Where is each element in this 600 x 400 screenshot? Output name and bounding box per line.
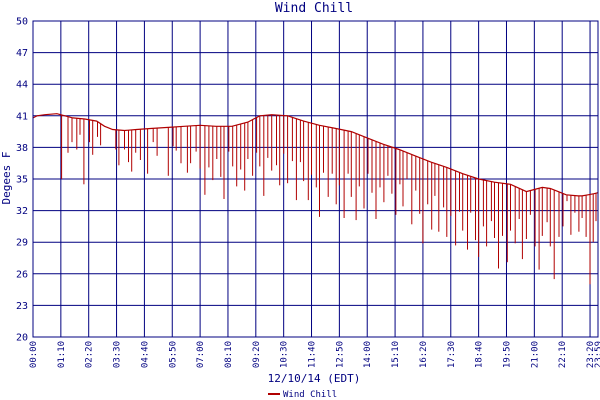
- x-tick-label: 23:20: [586, 341, 596, 368]
- legend-label: Wind Chill: [283, 390, 337, 400]
- x-tick-label: 08:10: [224, 341, 234, 368]
- y-tick-label: 38: [16, 143, 28, 154]
- x-tick-label: 12:50: [335, 341, 345, 368]
- x-tick-label: 01:10: [57, 341, 67, 368]
- x-tick-label: 19:50: [502, 341, 512, 368]
- y-tick-label: 29: [16, 238, 28, 249]
- x-tick-label: 10:30: [280, 341, 290, 368]
- x-tick-label: 00:00: [29, 341, 39, 368]
- y-tick-label: 44: [16, 80, 28, 91]
- grid: [32, 20, 599, 338]
- y-tick-label: 23: [16, 301, 28, 312]
- x-tick-label: 23:59: [594, 341, 600, 368]
- y-tick-label: 32: [16, 206, 28, 217]
- x-tick-label: 17:30: [447, 341, 457, 368]
- x-tick-label: 04:40: [140, 341, 150, 368]
- x-tick-label: 11:40: [308, 341, 318, 368]
- y-tick-label: 35: [16, 175, 28, 186]
- x-tick-label: 07:00: [196, 341, 206, 368]
- x-tick-label: 15:10: [391, 341, 401, 368]
- x-tick-label: 14:00: [363, 341, 373, 368]
- x-tick-label: 22:10: [558, 341, 568, 368]
- x-tick-label: 05:50: [168, 341, 178, 368]
- series-line: [32, 113, 599, 197]
- y-tick-label: 47: [16, 48, 28, 59]
- y-tick-label: 50: [16, 17, 28, 28]
- plot-area-frame: [32, 20, 599, 338]
- x-axis-ticks: 00:00 01:10 02:20 03:30 04:40 05:50 07:00 08:10…: [29, 341, 600, 368]
- x-tick-label: 02:20: [85, 341, 95, 368]
- legend: Wind Chill: [268, 390, 337, 400]
- y-tick-label: 20: [16, 333, 28, 344]
- y-tick-label: 41: [16, 111, 28, 122]
- x-tick-label: 09:20: [252, 341, 262, 368]
- y-axis-ticks: 20 23 26 29 32 35 38 41 44 47 50: [16, 17, 28, 344]
- y-tick-label: 26: [16, 269, 28, 280]
- x-tick-label: 21:00: [530, 341, 540, 368]
- y-axis-label: Degees F: [0, 152, 13, 205]
- x-tick-label: 18:40: [475, 341, 485, 368]
- series-wind-chill: [32, 113, 599, 285]
- x-tick-label: 16:20: [419, 341, 429, 368]
- x-axis-label: 12/10/14 (EDT): [268, 372, 361, 385]
- chart-title: Wind Chill: [275, 1, 353, 16]
- x-tick-label: 03:30: [113, 341, 123, 368]
